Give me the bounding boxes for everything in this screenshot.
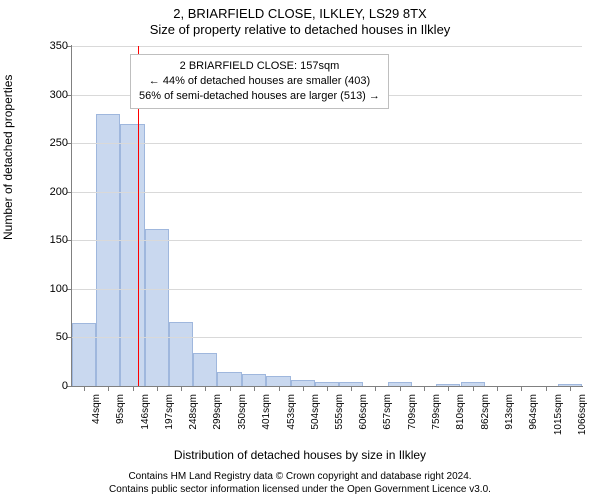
xtick-label: 401sqm <box>261 394 272 444</box>
xtick-label: 862sqm <box>480 394 491 444</box>
ytick-label: 350 <box>28 40 68 52</box>
xtick-label: 44sqm <box>91 394 102 444</box>
figure: { "titles": { "line1": "2, BRIARFIELD CL… <box>0 0 600 500</box>
bar <box>193 353 217 386</box>
bar <box>169 322 193 386</box>
xtick-mark <box>303 386 304 391</box>
xtick-mark <box>351 386 352 391</box>
xtick-mark <box>473 386 474 391</box>
ytick-label: 200 <box>28 186 68 198</box>
chart-title-line1: 2, BRIARFIELD CLOSE, ILKLEY, LS29 8TX <box>0 6 600 21</box>
xtick-label: 913sqm <box>504 394 515 444</box>
gridline <box>72 46 582 47</box>
annotation-box: 2 BRIARFIELD CLOSE: 157sqm ← 44% of deta… <box>130 54 389 109</box>
xtick-label: 964sqm <box>528 394 539 444</box>
xtick-label: 453sqm <box>286 394 297 444</box>
xtick-label: 197sqm <box>164 394 175 444</box>
gridline <box>72 143 582 144</box>
bar <box>120 124 144 386</box>
xtick-mark <box>279 386 280 391</box>
ytick-label: 250 <box>28 137 68 149</box>
xtick-label: 555sqm <box>334 394 345 444</box>
gridline <box>72 240 582 241</box>
xtick-label: 810sqm <box>455 394 466 444</box>
xtick-label: 248sqm <box>188 394 199 444</box>
annotation-line2: ← 44% of detached houses are smaller (40… <box>139 74 380 89</box>
xtick-label: 350sqm <box>237 394 248 444</box>
ytick-label: 50 <box>28 331 68 343</box>
xtick-mark <box>546 386 547 391</box>
gridline <box>72 337 582 338</box>
ytick-label: 100 <box>28 283 68 295</box>
xtick-mark <box>205 386 206 391</box>
ytick-label: 300 <box>28 89 68 101</box>
xtick-mark <box>424 386 425 391</box>
xtick-label: 1015sqm <box>553 394 564 444</box>
xtick-mark <box>327 386 328 391</box>
xtick-mark <box>230 386 231 391</box>
xtick-mark <box>254 386 255 391</box>
bar <box>96 114 120 386</box>
xtick-mark <box>133 386 134 391</box>
y-axis-label: Number of detached properties <box>1 75 15 240</box>
xtick-label: 709sqm <box>407 394 418 444</box>
footer-text: Contains HM Land Registry data © Crown c… <box>0 471 600 496</box>
annotation-line3: 56% of semi-detached houses are larger (… <box>139 89 380 104</box>
xtick-mark <box>497 386 498 391</box>
bar <box>242 374 266 386</box>
xtick-label: 759sqm <box>431 394 442 444</box>
annotation-line1: 2 BRIARFIELD CLOSE: 157sqm <box>139 59 380 74</box>
bar <box>72 323 96 386</box>
xtick-mark <box>448 386 449 391</box>
xtick-label: 606sqm <box>358 394 369 444</box>
ytick-label: 150 <box>28 234 68 246</box>
xtick-label: 299sqm <box>212 394 223 444</box>
ytick-label: 0 <box>28 380 68 392</box>
x-axis-label: Distribution of detached houses by size … <box>0 448 600 462</box>
xtick-mark <box>108 386 109 391</box>
xtick-mark <box>181 386 182 391</box>
xtick-label: 657sqm <box>382 394 393 444</box>
xtick-label: 504sqm <box>310 394 321 444</box>
bar <box>266 376 290 386</box>
xtick-mark <box>157 386 158 391</box>
xtick-mark <box>375 386 376 391</box>
bar <box>217 372 241 386</box>
footer-line1: Contains HM Land Registry data © Crown c… <box>0 471 600 484</box>
gridline <box>72 289 582 290</box>
xtick-label: 1066sqm <box>577 394 588 444</box>
xtick-label: 146sqm <box>140 394 151 444</box>
xtick-label: 95sqm <box>115 394 126 444</box>
xtick-mark <box>521 386 522 391</box>
chart-title-line2: Size of property relative to detached ho… <box>0 22 600 37</box>
gridline <box>72 192 582 193</box>
bar <box>145 229 169 386</box>
xtick-mark <box>400 386 401 391</box>
xtick-mark <box>570 386 571 391</box>
xtick-mark <box>84 386 85 391</box>
footer-line2: Contains public sector information licen… <box>0 484 600 497</box>
